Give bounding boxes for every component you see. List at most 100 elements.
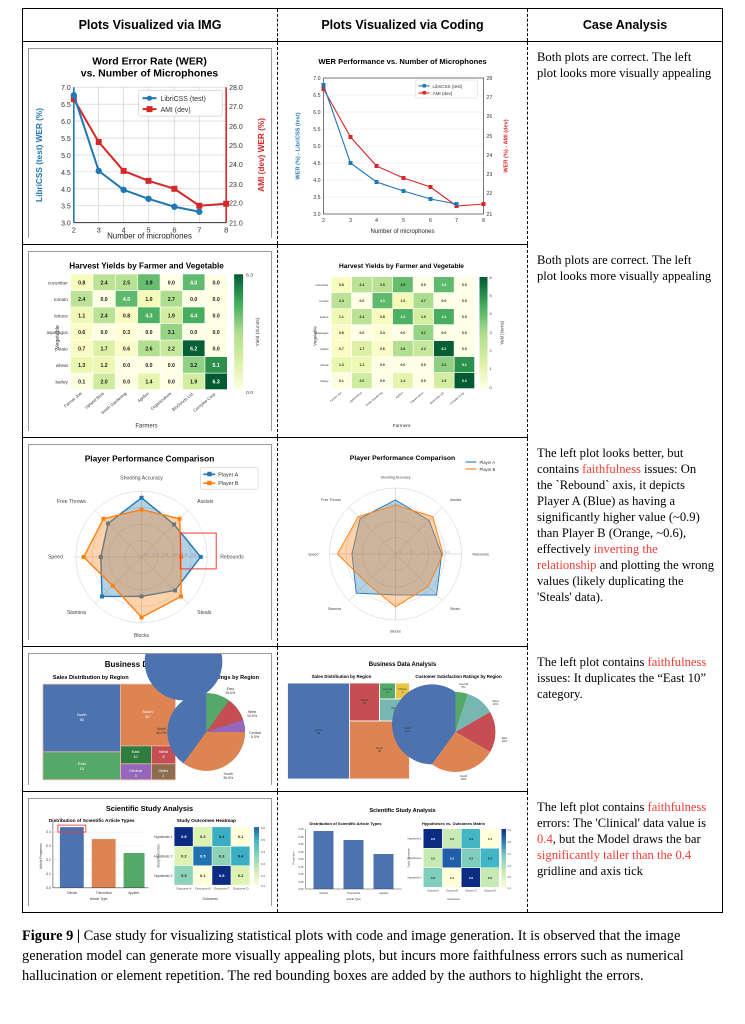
science-code-colorbar [501, 829, 506, 889]
heatmap-cell [413, 357, 434, 373]
heatmap-cell [454, 341, 475, 357]
heatmap-value: 0.2 [200, 834, 206, 839]
heatmap-value: 0.0 [190, 297, 197, 303]
wer-code-legend-0: LibriCSS (test) [433, 84, 463, 89]
heatmap-value: 6.3 [213, 380, 220, 386]
svg-text:0.4: 0.4 [46, 830, 51, 834]
radar-axis-label: Rebounds [220, 554, 244, 560]
svg-text:27.0: 27.0 [229, 104, 243, 111]
svg-text:Others: Others [159, 769, 169, 773]
heatmap-cell [205, 323, 227, 340]
science-img-title: Scientific Study Analysis [106, 804, 193, 813]
heatmap-value: 0.0 [462, 283, 467, 287]
svg-text:6.0: 6.0 [61, 119, 71, 126]
radar-code-plot: Player Performance Comparison Shooting A… [283, 444, 522, 640]
svg-text:5: 5 [146, 226, 150, 235]
heatmap-value: 1.9 [168, 313, 175, 319]
svg-text:0: 0 [490, 385, 493, 390]
heatmap-cell [434, 357, 454, 373]
heatmap-value: 1.3 [339, 363, 344, 367]
svg-text:0.1: 0.1 [261, 884, 265, 888]
svg-text:10%: 10% [493, 702, 499, 706]
svg-text:South: South [142, 709, 152, 714]
heatmap-value: 2.6 [401, 347, 406, 351]
radar-code-legend-1: Player B [480, 467, 496, 472]
heatmap-cell [434, 325, 454, 341]
svg-text:6.0: 6.0 [313, 110, 320, 116]
svg-text:0.40: 0.40 [298, 827, 304, 831]
svg-text:3: 3 [97, 226, 101, 235]
heatmap-value: 0.8 [123, 313, 130, 319]
svg-text:30: 30 [145, 714, 150, 719]
heatmap-row-label: tomato [319, 299, 328, 303]
analysis-radar: The left plot looks better, but contains… [527, 437, 723, 647]
svg-text:30: 30 [378, 749, 382, 753]
analysis-text: Both plots are correct. The left plot lo… [537, 50, 712, 81]
svg-text:0.3: 0.3 [508, 865, 512, 868]
svg-text:3: 3 [349, 218, 352, 224]
svg-text:0.6: 0.6 [508, 829, 512, 832]
svg-text:Central: Central [459, 682, 468, 686]
analysis-rich-text: The left plot contains faithfulness erro… [537, 799, 707, 878]
business-img-treemap-extra [120, 745, 176, 781]
heatmap-cell [352, 325, 372, 341]
heatmap-value: 0.0 [462, 299, 467, 303]
heatmap-cell [115, 373, 138, 390]
heatmap-cell [182, 373, 205, 390]
heatmap-cell [423, 829, 442, 848]
radar-point [139, 594, 144, 599]
heatmap-value: 0.1 [450, 876, 455, 880]
heatmap-cell [352, 277, 372, 293]
wer-img-legend: LibriCSS (test) AMI (dev) [138, 89, 223, 117]
heatmap-cell [205, 307, 227, 324]
radar-point [139, 615, 144, 620]
heatmap-value: 0.0 [421, 363, 426, 367]
science-img-bars: 0.4 0.3 0.2 0.1 0.0 Clinical Theoretical Ap… [39, 821, 149, 901]
heatmap-value: 1.9 [421, 315, 426, 319]
heatmap-cell [70, 356, 93, 373]
svg-text:0.20: 0.20 [298, 857, 304, 861]
business-code-subtitle-right: Customer Satisfaction Ratings by Region [415, 674, 502, 679]
heatmap-row-label: potato [320, 347, 329, 351]
heatmap-value: 1.1 [339, 315, 344, 319]
svg-text:40%: 40% [405, 729, 411, 733]
svg-text:30: 30 [363, 701, 367, 705]
radar-point [139, 495, 144, 500]
heatmap-cell [212, 827, 231, 847]
radar-point [179, 594, 184, 599]
svg-text:0.30: 0.30 [298, 842, 304, 846]
svg-text:0.0: 0.0 [46, 886, 51, 890]
radar-r-tick: 0.0 [144, 552, 150, 557]
heatmap-value: 0.0 [421, 283, 426, 287]
heatmap-row-label: wheat [56, 363, 69, 368]
radar-point [173, 588, 177, 593]
heatmap-cell [454, 309, 475, 325]
radar-axis-label: Assists [197, 499, 214, 505]
heatmap-value: 0.8 [78, 280, 85, 286]
heatmap-cell [352, 293, 372, 309]
header-case-analysis: Case Analysis [527, 8, 723, 42]
svg-text:50: 50 [317, 731, 321, 735]
heatmap-cell [70, 274, 93, 291]
svg-text:East: East [132, 749, 141, 754]
radar-axis-label: Stamina [328, 607, 341, 611]
svg-text:28: 28 [487, 76, 493, 82]
heatmap-value: 3.1 [421, 331, 426, 335]
wer-code-plot: WER Performance vs. Number of Microphone… [283, 48, 522, 238]
radar-r-tick: 0.2 [398, 550, 402, 554]
radar-img-legend-1: Player B [218, 481, 239, 487]
svg-text:0.4: 0.4 [261, 850, 265, 854]
heatmap-value: 0.1 [78, 380, 85, 386]
heatmap-cell [115, 274, 138, 291]
radar-code-svg: Player Performance Comparison Shooting A… [283, 444, 522, 640]
heatmap-cell [93, 340, 115, 357]
heatmap-cell [205, 290, 227, 307]
heatmap-cell [393, 293, 413, 309]
heatmap-row-label: Hypothesis 3 [408, 877, 422, 880]
svg-text:0.00: 0.00 [298, 887, 304, 891]
heatmap-value: 1.4 [145, 380, 152, 386]
wer-code-legend-1: AMI (dev) [433, 91, 453, 96]
svg-text:Others: Others [398, 687, 407, 691]
radar-axis-label: Blocks [134, 633, 150, 639]
heatmap-cell [231, 865, 250, 885]
